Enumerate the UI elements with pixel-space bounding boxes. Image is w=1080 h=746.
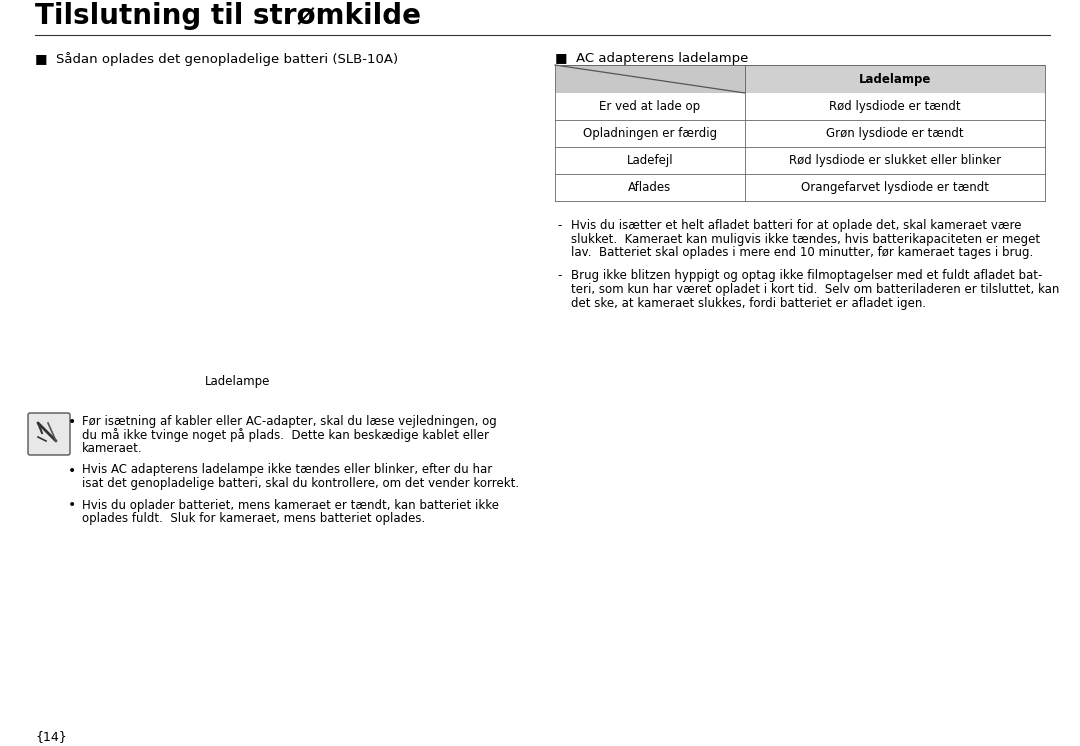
Text: Rød lysdiode er tændt: Rød lysdiode er tændt — [829, 100, 961, 113]
Bar — [555, 93, 745, 120]
Text: lav.  Batteriet skal oplades i mere end 10 minutter, før kameraet tages i brug.: lav. Batteriet skal oplades i mere end 1… — [571, 246, 1034, 259]
Text: Rød lysdiode er slukket eller blinker: Rød lysdiode er slukket eller blinker — [788, 154, 1001, 167]
Bar — [745, 120, 1045, 147]
Bar — [745, 174, 1045, 201]
Bar — [745, 93, 1045, 120]
Bar — [745, 147, 1045, 174]
Text: det ske, at kameraet slukkes, fordi batteriet er afladet igen.: det ske, at kameraet slukkes, fordi batt… — [571, 296, 927, 310]
Text: ■  AC adapterens ladelampe: ■ AC adapterens ladelampe — [555, 52, 748, 65]
Text: Tilslutning til strømkilde: Tilslutning til strømkilde — [35, 2, 421, 30]
Text: -: - — [557, 269, 562, 283]
Polygon shape — [745, 65, 1045, 93]
Text: isat det genopladelige batteri, skal du kontrollere, om det vender korrekt.: isat det genopladelige batteri, skal du … — [82, 477, 519, 490]
Text: ■  Sådan oplades det genopladelige batteri (SLB-10A): ■ Sådan oplades det genopladelige batter… — [35, 52, 399, 66]
Text: Ladelampe: Ladelampe — [859, 72, 931, 86]
Text: •: • — [68, 415, 77, 429]
Text: slukket.  Kameraet kan muligvis ikke tændes, hvis batterikapaciteten er meget: slukket. Kameraet kan muligvis ikke tænd… — [571, 233, 1040, 245]
Text: •: • — [68, 498, 77, 513]
Text: Er ved at lade op: Er ved at lade op — [599, 100, 701, 113]
Text: kameraet.: kameraet. — [82, 442, 143, 455]
Text: Aflades: Aflades — [629, 181, 672, 194]
Text: -: - — [557, 219, 562, 232]
Text: Hvis du isætter et helt afladet batteri for at oplade det, skal kameraet være: Hvis du isætter et helt afladet batteri … — [571, 219, 1022, 232]
Polygon shape — [555, 65, 745, 93]
Bar — [555, 174, 745, 201]
Text: Hvis AC adapterens ladelampe ikke tændes eller blinker, efter du har: Hvis AC adapterens ladelampe ikke tændes… — [82, 463, 492, 477]
Text: Brug ikke blitzen hyppigt og optag ikke filmoptagelser med et fuldt afladet bat-: Brug ikke blitzen hyppigt og optag ikke … — [571, 269, 1042, 283]
Text: du må ikke tvinge noget på plads.  Dette kan beskædige kablet eller: du må ikke tvinge noget på plads. Dette … — [82, 428, 489, 442]
Text: Grøn lysdiode er tændt: Grøn lysdiode er tændt — [826, 127, 963, 140]
Text: Ladelampe: Ladelampe — [205, 375, 270, 388]
FancyBboxPatch shape — [28, 413, 70, 455]
Text: •: • — [68, 463, 77, 477]
Bar — [555, 120, 745, 147]
Text: Hvis du oplader batteriet, mens kameraet er tændt, kan batteriet ikke: Hvis du oplader batteriet, mens kameraet… — [82, 498, 499, 512]
Text: oplades fuldt.  Sluk for kameraet, mens batteriet oplades.: oplades fuldt. Sluk for kameraet, mens b… — [82, 512, 426, 525]
Text: Opladningen er færdig: Opladningen er færdig — [583, 127, 717, 140]
Text: teri, som kun har været opladet i kort tid.  Selv om batteriladeren er tilslutte: teri, som kun har været opladet i kort t… — [571, 283, 1059, 296]
Text: Orangefarvet lysdiode er tændt: Orangefarvet lysdiode er tændt — [801, 181, 989, 194]
Text: Før isætning af kabler eller AC-adapter, skal du læse vejledningen, og: Før isætning af kabler eller AC-adapter,… — [82, 415, 497, 428]
Text: Ladefejl: Ladefejl — [626, 154, 673, 167]
Text: {14}: {14} — [35, 730, 67, 743]
Bar — [555, 147, 745, 174]
